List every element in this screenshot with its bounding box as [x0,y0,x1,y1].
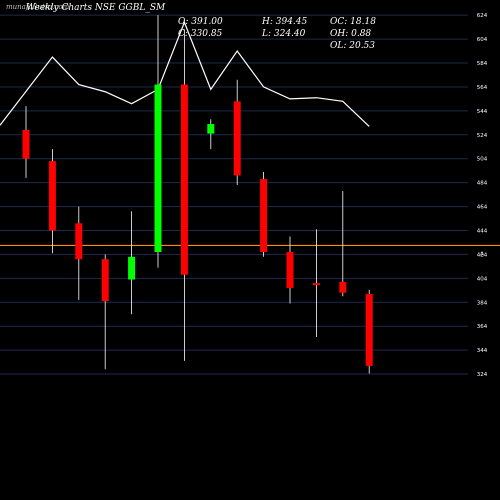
candle [286,236,294,304]
watermark: munafaSutra.com [6,3,70,11]
moving-average-line [0,20,370,127]
y-tick-label: 384 [477,300,488,306]
y-tick-label: 484 [477,181,488,187]
candle [312,229,320,337]
candle-body-down [75,223,83,260]
candle [233,79,241,186]
candle [128,211,136,315]
candle [101,254,109,370]
candle-body-down [48,161,56,231]
y-tick-label: 464 [477,205,488,211]
candle-body-down [286,252,294,288]
candle-body-up [154,84,162,253]
candle-body-down [312,283,320,286]
candle-body-down [365,293,373,366]
candle [339,191,347,297]
readout-oh: OH: 0.88 [330,29,372,39]
y-tick-label: 344 [477,348,488,354]
candle [48,149,56,254]
readout-close: C: 330.85 [178,29,223,39]
y-tick-label: 324 [477,372,488,378]
moving-average-series [0,20,370,127]
readout-ol: OL: 20.53 [330,41,376,51]
y-tick-label: 544 [477,109,488,115]
y-tick-label: 404 [477,276,488,282]
y-tick-label: 364 [477,324,488,330]
readout-open: O: 391.00 [178,17,223,27]
candle [75,206,83,300]
candle-body-down [22,130,30,159]
candle [154,15,162,268]
y-tick-label: 564 [477,85,488,91]
candle-body-down [233,101,241,176]
y-tick-label: 444 [477,228,488,234]
reference-line: A [0,244,500,257]
y-tick-label: 524 [477,133,488,139]
price-grid [0,14,468,375]
reference-line-label: A [480,251,484,257]
candle [365,289,373,374]
y-tick-label: 424 [477,252,488,258]
candle [22,106,30,178]
y-tick-label: 604 [477,37,488,43]
candle [180,29,188,361]
y-tick-label: 504 [477,157,488,163]
candle-body-up [207,124,215,134]
candle-body-down [101,259,109,302]
candle-body-down [180,84,188,275]
readout-high: H: 394.45 [262,17,308,27]
chart-title: Weekly Charts NSE GGBL_SM [26,3,166,13]
y-tick-label: 624 [477,13,488,19]
candle [207,119,215,150]
price-axis: 624 604 584 564 544 524 504 484 464 444 424 404 384 3… [477,13,488,378]
y-tick-label: 584 [477,61,488,67]
readout-low: L: 324.40 [262,29,306,39]
candle-series [22,15,373,374]
readout-oc: OC: 18.18 [330,17,376,27]
candle-body-down [339,281,347,293]
candle [260,171,268,257]
candle-body-down [260,179,268,253]
candle-body-up [128,256,136,280]
